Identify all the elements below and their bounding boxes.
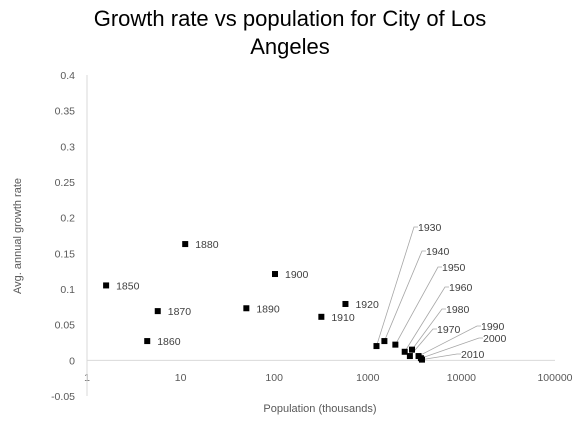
point-label: 1860 [157,336,181,348]
leader-lines [376,226,483,361]
data-point [392,341,399,348]
data-point [243,305,250,312]
data-point [103,282,110,289]
point-label: 1940 [426,246,450,258]
x-tick-label: 1000 [356,372,380,384]
data-point [418,356,425,363]
y-tick-label: 0 [69,355,75,367]
leader-line [409,328,437,357]
point-label: 1930 [418,222,442,234]
point-label: 1910 [331,312,355,324]
x-axis-label: Population (thousands) [263,403,376,415]
point-label: 1980 [446,304,470,316]
leader-line [418,325,481,357]
x-tick-label: 10000 [447,372,476,384]
data-point [401,348,408,355]
x-tick-label: 10 [175,372,187,384]
chart-title-line-2: Angeles [250,34,330,59]
leader-line [384,250,426,342]
data-point [272,271,279,278]
leader-line [404,286,449,352]
data-point [373,343,380,350]
point-label: 1890 [256,303,280,315]
y-tick-label: -0.05 [51,391,75,403]
y-tick-label: 0.15 [55,248,76,260]
point-label: 1990 [481,321,505,333]
point-label: 1920 [355,299,379,311]
x-tick-label: 100 [265,372,283,384]
point-label: 1950 [442,262,466,274]
leader-line [376,226,418,347]
point-label: 1880 [195,239,219,251]
y-tick-label: 0.3 [60,141,75,153]
point-label: 1970 [437,324,461,336]
y-tick-label: 0.2 [60,213,75,225]
data-point [381,338,388,345]
y-tick-label: 0.35 [55,106,76,118]
leader-line [421,353,461,361]
data-point [182,241,189,248]
y-axis-ticks: 0.4 0.35 0.3 0.25 0.2 0.15 0.1 0.05 0 -0.05 [51,70,75,403]
point-label: 1850 [116,280,140,292]
x-axis-ticks: 110100100010000100000 [84,372,573,384]
point-label: 1960 [449,282,473,294]
leader-line [420,337,483,359]
data-points [103,241,425,363]
y-axis-label: Avg. annual growth rate [12,178,24,294]
data-point [406,353,413,360]
y-tick-label: 0.4 [60,70,75,82]
point-label: 2000 [483,333,507,345]
point-label: 1870 [168,306,192,318]
leader-line [411,308,446,350]
axes [86,75,555,396]
chart-title-line-1: Growth rate vs population for City of Lo… [94,6,487,31]
data-point [318,313,325,320]
data-point [409,346,416,353]
data-point [144,338,151,345]
y-tick-label: 0.05 [55,320,76,332]
point-label: 2010 [461,349,485,361]
data-point [342,300,349,307]
point-label: 1900 [285,269,309,281]
y-tick-label: 0.25 [55,177,76,189]
x-tick-label: 100000 [537,372,572,384]
y-tick-label: 0.1 [60,284,75,296]
leader-line [395,266,442,345]
data-point [154,308,161,315]
